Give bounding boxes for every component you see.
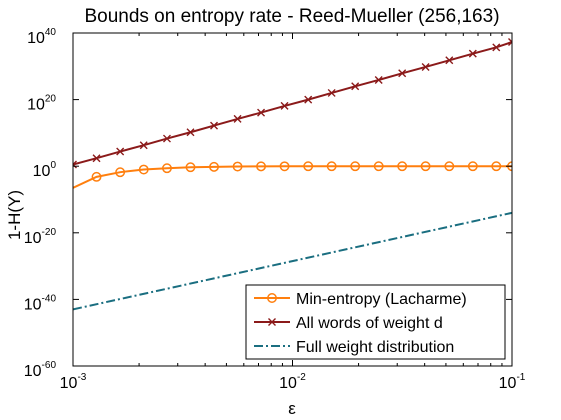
series-1 <box>73 37 512 169</box>
legend-item-0: Min-entropy (Lacharme) <box>254 291 467 308</box>
x-tick-exponent: -2 <box>297 372 306 383</box>
x-axis-label: ε <box>288 399 296 418</box>
chart-title: Bounds on entropy rate - Reed-Mueller (2… <box>84 6 499 27</box>
y-tick-exponent: 40 <box>45 27 57 38</box>
x-tick-label: 10-3 <box>60 372 87 392</box>
y-tick-exponent: 0 <box>50 160 56 171</box>
y-tick-exponent: -60 <box>42 360 57 371</box>
series-0-point-4 <box>162 163 172 174</box>
series-0-point-13 <box>373 161 384 172</box>
series-1-point-8 <box>257 108 266 117</box>
series-0-point-15 <box>420 161 431 172</box>
x-tick-exponent: -1 <box>516 372 525 383</box>
series-1-point-2 <box>116 147 125 156</box>
series-1-point-12 <box>351 82 360 91</box>
x-tick-base: 10 <box>499 375 517 392</box>
series-1-point-7 <box>233 114 242 123</box>
legend: Min-entropy (Lacharme) All words of weigh… <box>245 284 506 360</box>
series-0-point-7 <box>232 161 243 172</box>
series-0-point-1 <box>91 171 102 182</box>
x-tick-base: 10 <box>60 375 78 392</box>
y-tick-base: 10 <box>24 363 42 380</box>
y-tick-base: 10 <box>27 30 45 47</box>
series-1-point-13 <box>374 75 383 84</box>
series-1-point-17 <box>468 49 477 58</box>
series-1-point-19 <box>508 37 512 46</box>
series-0-point-11 <box>326 161 337 172</box>
series-0-point-9 <box>279 161 290 172</box>
series-0-point-10 <box>303 161 314 172</box>
x-tick-label: 10-1 <box>499 372 526 392</box>
series-0-point-3 <box>138 164 149 175</box>
series-0-point-16 <box>444 161 455 172</box>
series-1-point-4 <box>162 134 171 143</box>
series-0-point-14 <box>397 161 408 172</box>
y-tick-base: 10 <box>24 230 42 247</box>
y-tick-base: 10 <box>27 97 45 114</box>
series-0-point-12 <box>350 161 361 172</box>
series-0-point-18 <box>491 161 502 172</box>
series-1-point-10 <box>304 95 313 104</box>
series-1-point-18 <box>492 43 501 52</box>
series-line-2 <box>73 211 512 311</box>
y-tick-label: 100 <box>33 160 57 180</box>
series-1-point-9 <box>280 101 289 110</box>
series-line-1 <box>73 41 512 166</box>
y-tick-exponent: -40 <box>42 293 57 304</box>
y-tick-label: 10-40 <box>24 293 57 313</box>
legend-label: All words of weight d <box>296 315 443 332</box>
series-1-point-1 <box>92 154 101 163</box>
y-axis-label: 1-H(Y) <box>5 190 24 240</box>
x-tick-base: 10 <box>279 375 297 392</box>
series-layer <box>73 37 512 311</box>
legend-item-2: Full weight distribution <box>254 339 454 356</box>
series-0-point-6 <box>209 161 219 172</box>
y-tick-label: 1020 <box>27 94 56 114</box>
series-0 <box>73 161 512 189</box>
legend-item-1: All words of weight d <box>254 315 443 332</box>
series-1-point-0 <box>73 160 77 169</box>
legend-swatch-marker <box>267 293 277 303</box>
series-1-point-11 <box>327 88 336 97</box>
legend-label: Min-entropy (Lacharme) <box>296 291 467 308</box>
series-0-point-8 <box>256 161 267 172</box>
series-1-point-16 <box>445 56 454 65</box>
series-1-point-15 <box>421 62 430 71</box>
series-1-point-3 <box>139 141 148 150</box>
y-tick-base: 10 <box>33 163 51 180</box>
series-0-point-17 <box>467 161 478 172</box>
y-tick-label: 10-20 <box>24 227 57 247</box>
x-tick-label: 10-2 <box>279 372 306 392</box>
legend-swatch-marker <box>268 318 276 326</box>
series-0-point-5 <box>185 162 196 173</box>
legend-label: Full weight distribution <box>296 339 454 356</box>
series-1-point-5 <box>186 128 195 137</box>
y-tick-label: 10-60 <box>24 360 57 380</box>
series-1-point-14 <box>398 69 407 78</box>
x-tick-exponent: -3 <box>77 372 86 383</box>
series-1-point-6 <box>210 121 219 130</box>
y-tick-base: 10 <box>24 296 42 313</box>
y-tick-label: 1040 <box>27 27 56 47</box>
y-tick-exponent: 20 <box>45 94 57 105</box>
y-tick-exponent: -20 <box>42 227 57 238</box>
series-2 <box>73 211 512 311</box>
series-0-point-2 <box>115 167 126 178</box>
